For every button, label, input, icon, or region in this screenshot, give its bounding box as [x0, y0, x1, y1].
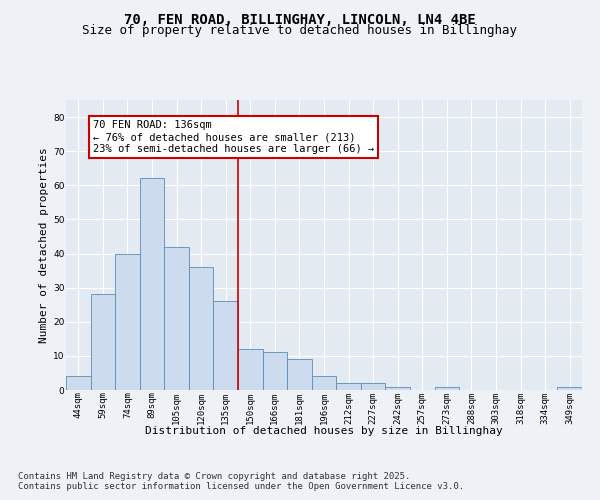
Bar	[238, 349, 263, 390]
Bar	[164, 246, 189, 390]
Bar	[91, 294, 115, 390]
Y-axis label: Number of detached properties: Number of detached properties	[39, 147, 49, 343]
Bar	[115, 254, 140, 390]
Bar	[287, 360, 312, 390]
Bar	[385, 386, 410, 390]
Bar	[336, 383, 361, 390]
Bar	[214, 302, 238, 390]
Text: Contains public sector information licensed under the Open Government Licence v3: Contains public sector information licen…	[18, 482, 464, 491]
Bar	[263, 352, 287, 390]
Text: 70, FEN ROAD, BILLINGHAY, LINCOLN, LN4 4BE: 70, FEN ROAD, BILLINGHAY, LINCOLN, LN4 4…	[124, 12, 476, 26]
Bar	[557, 386, 582, 390]
Bar	[66, 376, 91, 390]
X-axis label: Distribution of detached houses by size in Billinghay: Distribution of detached houses by size …	[145, 426, 503, 436]
Bar	[312, 376, 336, 390]
Bar	[140, 178, 164, 390]
Bar	[434, 386, 459, 390]
Text: 70 FEN ROAD: 136sqm
← 76% of detached houses are smaller (213)
23% of semi-detac: 70 FEN ROAD: 136sqm ← 76% of detached ho…	[93, 120, 374, 154]
Bar	[189, 267, 214, 390]
Text: Contains HM Land Registry data © Crown copyright and database right 2025.: Contains HM Land Registry data © Crown c…	[18, 472, 410, 481]
Text: Size of property relative to detached houses in Billinghay: Size of property relative to detached ho…	[83, 24, 517, 37]
Bar	[361, 383, 385, 390]
